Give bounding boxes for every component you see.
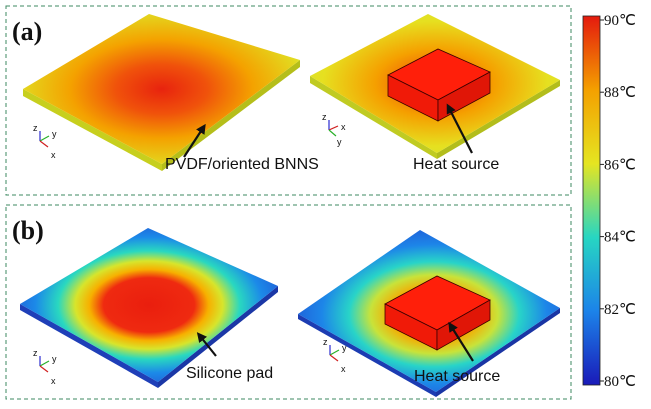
colorbar-tick-label: 82℃: [604, 302, 636, 318]
panel-a: (a) PVDF/oriented BNNS Heat source: [5, 5, 572, 196]
temperature-colorbar: 90℃ 88℃ 86℃ 84℃ 82℃ 80℃: [582, 13, 636, 390]
plate-edge: [437, 80, 560, 159]
panel-b: (b) Silicone pad Heat source: [5, 204, 572, 400]
x-axis-label: x: [341, 122, 346, 132]
callout-arrow-silicone: [196, 332, 217, 357]
z-axis-label: z: [322, 112, 327, 122]
callout-arrow-heat-source-b: [448, 321, 474, 362]
plate-edge: [23, 89, 162, 171]
panel-a-border: [5, 5, 572, 196]
plate-edge: [298, 314, 436, 397]
y-axis-label: y: [342, 343, 347, 353]
plate-top-surface: [20, 228, 278, 382]
x-axis-label: x: [51, 150, 56, 160]
plate-edge: [162, 60, 300, 171]
z-axis-label: z: [33, 123, 38, 133]
colorbar-tick-label: 84℃: [604, 230, 636, 246]
callout-heat-source-b: Heat source: [414, 368, 500, 385]
callout-heat-source-a: Heat source: [413, 156, 499, 173]
heat-source-block: [384, 275, 491, 351]
panel-b-label: (b): [12, 216, 44, 245]
callout-arrow-heat-source-a: [446, 103, 473, 154]
plate-edge: [20, 304, 158, 388]
colorbar-tick-label: 88℃: [604, 85, 636, 101]
x-axis-line: [39, 365, 49, 373]
plate-pvdf-bnns-heat-side: [310, 14, 560, 159]
x-axis-label: x: [341, 364, 346, 374]
plate-top-surface: [23, 14, 300, 164]
z-axis-label: z: [323, 337, 328, 347]
y-axis-line: [39, 360, 50, 367]
plate-edge: [310, 76, 437, 159]
y-axis-label: y: [337, 137, 342, 147]
plate-edge: [158, 286, 278, 388]
plate-pvdf-bnns: [23, 14, 300, 171]
colorbar-tick-label: 80℃: [604, 374, 636, 390]
y-axis-line: [328, 129, 337, 137]
colorbar-gradient: [582, 15, 601, 386]
plate-silicone-heat-side: [298, 230, 560, 397]
axis-triad-b-left: z y x: [33, 348, 57, 386]
plate-silicone-pad: [20, 228, 278, 388]
colorbar-ticks: 90℃ 88℃ 86℃ 84℃ 82℃ 80℃: [600, 13, 636, 390]
colorbar-tick-label: 86℃: [604, 157, 636, 173]
callout-arrow-pvdf: [183, 123, 206, 158]
y-axis-label: y: [52, 129, 57, 139]
y-axis-line: [39, 135, 50, 142]
y-axis-line: [329, 349, 340, 356]
x-axis-line: [329, 354, 339, 362]
axis-triad-b-right: z y x: [323, 337, 347, 374]
heat-source-side-right: [436, 299, 491, 351]
callout-pvdf-bnns: PVDF/oriented BNNS: [165, 156, 319, 173]
panel-a-label: (a): [12, 17, 42, 46]
plate-edge: [436, 308, 560, 397]
callout-silicone-pad: Silicone pad: [186, 365, 273, 382]
x-axis-line: [39, 140, 49, 148]
z-axis-label: z: [33, 348, 38, 358]
axis-triad-a-right: z x y: [322, 112, 346, 147]
colorbar-tick-label: 90℃: [604, 13, 636, 29]
y-axis-label: y: [52, 354, 57, 364]
axis-triad-a-left: z y x: [33, 123, 57, 160]
x-axis-label: x: [51, 376, 56, 386]
panel-b-border: [5, 204, 572, 400]
x-axis-line: [328, 125, 339, 131]
